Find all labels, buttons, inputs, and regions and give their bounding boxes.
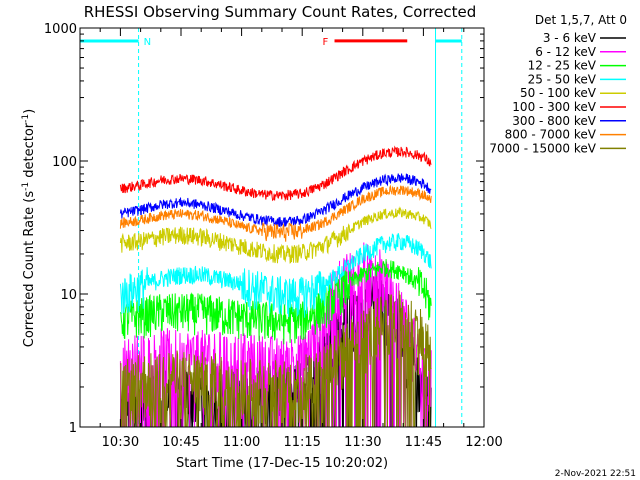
series-line-3	[119, 233, 432, 318]
x-axis-ticks: 10:30 10:45 11:00 11:15 11:30 11:45 12:00	[79, 28, 503, 450]
y-tick-label: 10	[60, 288, 77, 303]
legend-header: Det 1,5,7, Att 0	[535, 13, 627, 27]
footer-timestamp: 2-Nov-2021 22:51	[555, 469, 636, 479]
series-line-2	[119, 259, 432, 345]
x-tick-label: 11:00	[223, 435, 260, 450]
legend-label-1: 6 - 12 keV	[535, 45, 597, 59]
x-axis-label: Start Time (17-Dec-15 10:20:02)	[176, 456, 388, 471]
flare-interval: F	[323, 37, 408, 48]
flare-label: F	[323, 37, 329, 48]
x-tick-label: 11:30	[344, 435, 381, 450]
legend-label-6: 300 - 800 keV	[512, 114, 596, 128]
series-line-4	[119, 206, 432, 264]
y-axis-label: Corrected Count Rate (s-1 detector-1)	[21, 109, 37, 347]
legend-label-0: 3 - 6 keV	[543, 31, 597, 45]
series-line-6	[119, 172, 432, 228]
legend-label-4: 50 - 100 keV	[520, 86, 597, 100]
series-line-7	[119, 184, 432, 242]
x-tick-label: 12:00	[465, 435, 502, 450]
x-tick-label: 11:15	[283, 435, 320, 450]
series-line-5	[119, 145, 432, 202]
chart-title: RHESSI Observing Summary Count Rates, Co…	[84, 3, 477, 21]
series-line-8	[119, 290, 432, 428]
x-tick-label: 10:30	[102, 435, 139, 450]
legend-label-2: 12 - 25 keV	[528, 59, 597, 73]
night-label: N	[144, 37, 151, 48]
legend-label-7: 800 - 7000 keV	[505, 128, 597, 142]
y-tick-label: 1000	[44, 22, 77, 37]
series-lines	[119, 145, 432, 428]
y-axis-ticks: 1 10 100 1000	[44, 22, 484, 436]
legend-label-5: 100 - 300 keV	[512, 100, 596, 114]
x-tick-label: 11:45	[405, 435, 442, 450]
legend-label-8: 7000 - 15000 keV	[489, 141, 596, 155]
y-tick-label: 100	[52, 155, 77, 170]
legend-label-3: 25 - 50 keV	[528, 72, 597, 86]
x-tick-label: 10:45	[162, 435, 199, 450]
y-tick-label: 1	[69, 421, 77, 436]
